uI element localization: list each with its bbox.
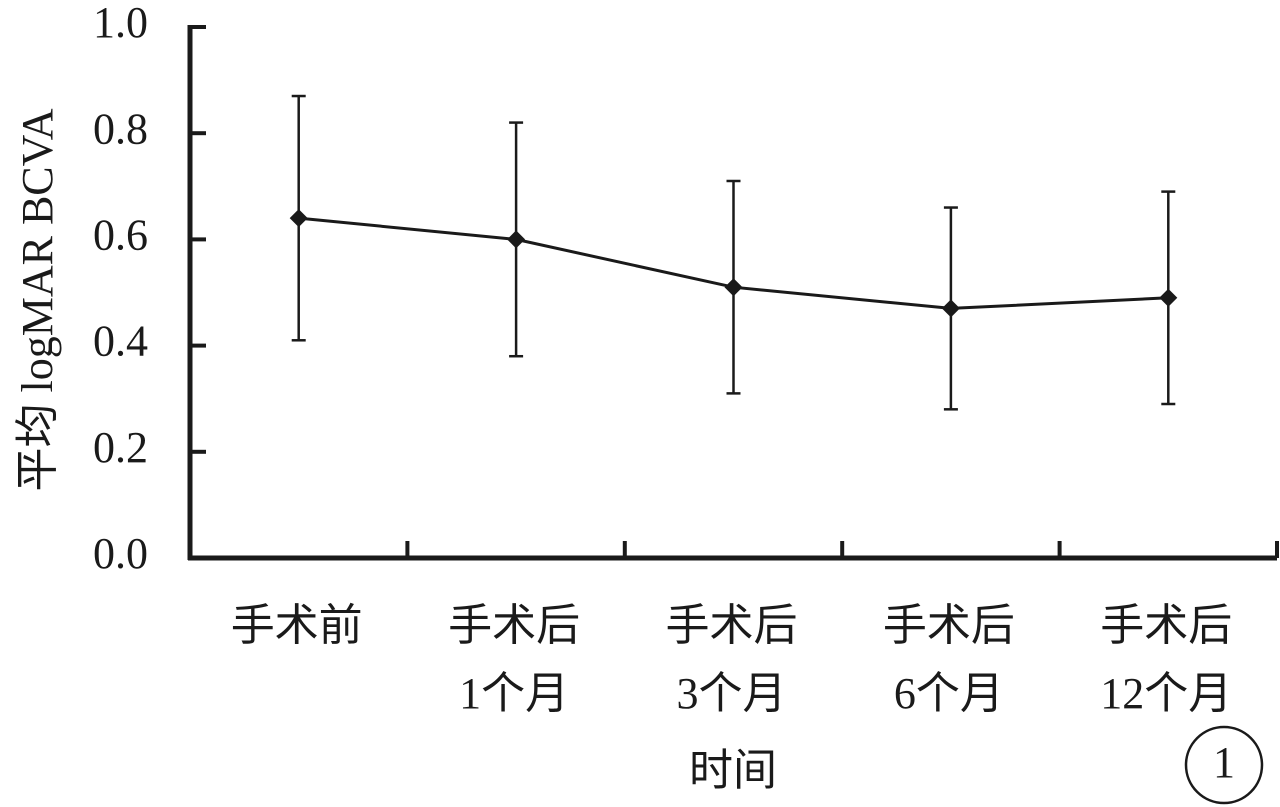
- point: [941, 299, 960, 318]
- y-tick-label: 0.0: [93, 529, 148, 578]
- x-axis-label: 时间: [689, 746, 777, 795]
- point: [507, 230, 526, 249]
- x-tick-label: 手术后 6个月: [883, 601, 1015, 718]
- y-tick-label: 0.8: [93, 104, 148, 153]
- annotation-circle: [1184, 725, 1264, 805]
- y-tick-label: 0.4: [93, 317, 148, 366]
- y-axis-label: 平均 logMAR BCVA: [13, 108, 62, 491]
- x-tick-label: 手术后 1个月: [448, 601, 580, 718]
- point: [1159, 288, 1178, 307]
- point: [289, 209, 308, 228]
- y-tick-label: 0.2: [93, 423, 148, 472]
- y-tick-label: 1.0: [93, 0, 148, 47]
- point: [724, 278, 743, 297]
- annotation: 1: [1213, 738, 1235, 787]
- x-tick-label: 手术后 12个月: [1100, 601, 1232, 718]
- x-tick-label: 手术前: [231, 601, 363, 650]
- x-tick-label: 手术后 3个月: [666, 601, 798, 718]
- y-tick-label: 0.6: [93, 210, 148, 259]
